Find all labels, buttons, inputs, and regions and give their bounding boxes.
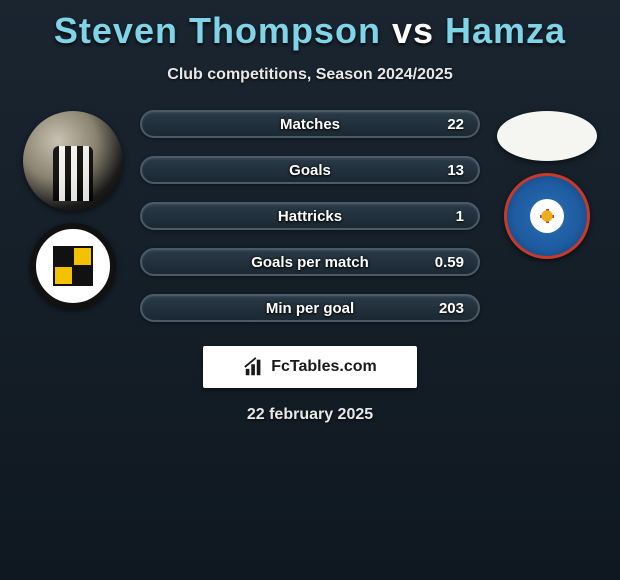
- credit-text: FcTables.com: [271, 358, 377, 376]
- date-text: 22 february 2025: [0, 406, 620, 424]
- left-side: [18, 106, 128, 309]
- bar-chart-icon: [243, 356, 265, 378]
- stat-row-hattricks: Hattricks 1: [140, 202, 480, 230]
- player2-name: Hamza: [445, 10, 566, 51]
- player1-name: Steven Thompson: [54, 10, 381, 51]
- stat-bars: Matches 22 Goals 13 Hattricks 1 Goals pe…: [140, 106, 480, 322]
- stat-label: Goals per match: [251, 254, 369, 271]
- comparison-body: Matches 22 Goals 13 Hattricks 1 Goals pe…: [0, 106, 620, 322]
- stat-right-value: 13: [447, 162, 464, 179]
- stat-row-goals: Goals 13: [140, 156, 480, 184]
- player1-club-crest: [30, 223, 116, 309]
- stat-right-value: 22: [447, 116, 464, 133]
- player1-photo: [23, 111, 123, 211]
- stat-label: Matches: [280, 116, 340, 133]
- stat-right-value: 1: [456, 208, 464, 225]
- right-side: [492, 106, 602, 259]
- comparison-title: Steven Thompson vs Hamza: [0, 0, 620, 52]
- stat-label: Goals: [289, 162, 331, 179]
- stat-row-goals-per-match: Goals per match 0.59: [140, 248, 480, 276]
- subtitle: Club competitions, Season 2024/2025: [0, 66, 620, 84]
- stat-row-min-per-goal: Min per goal 203: [140, 294, 480, 322]
- credit-badge: FcTables.com: [203, 346, 417, 388]
- player2-club-crest: [504, 173, 590, 259]
- player2-photo: [497, 111, 597, 161]
- stat-label: Min per goal: [266, 300, 354, 317]
- stat-right-value: 203: [439, 300, 464, 317]
- stat-row-matches: Matches 22: [140, 110, 480, 138]
- stat-label: Hattricks: [278, 208, 342, 225]
- stat-right-value: 0.59: [435, 254, 464, 271]
- vs-text: vs: [392, 10, 434, 51]
